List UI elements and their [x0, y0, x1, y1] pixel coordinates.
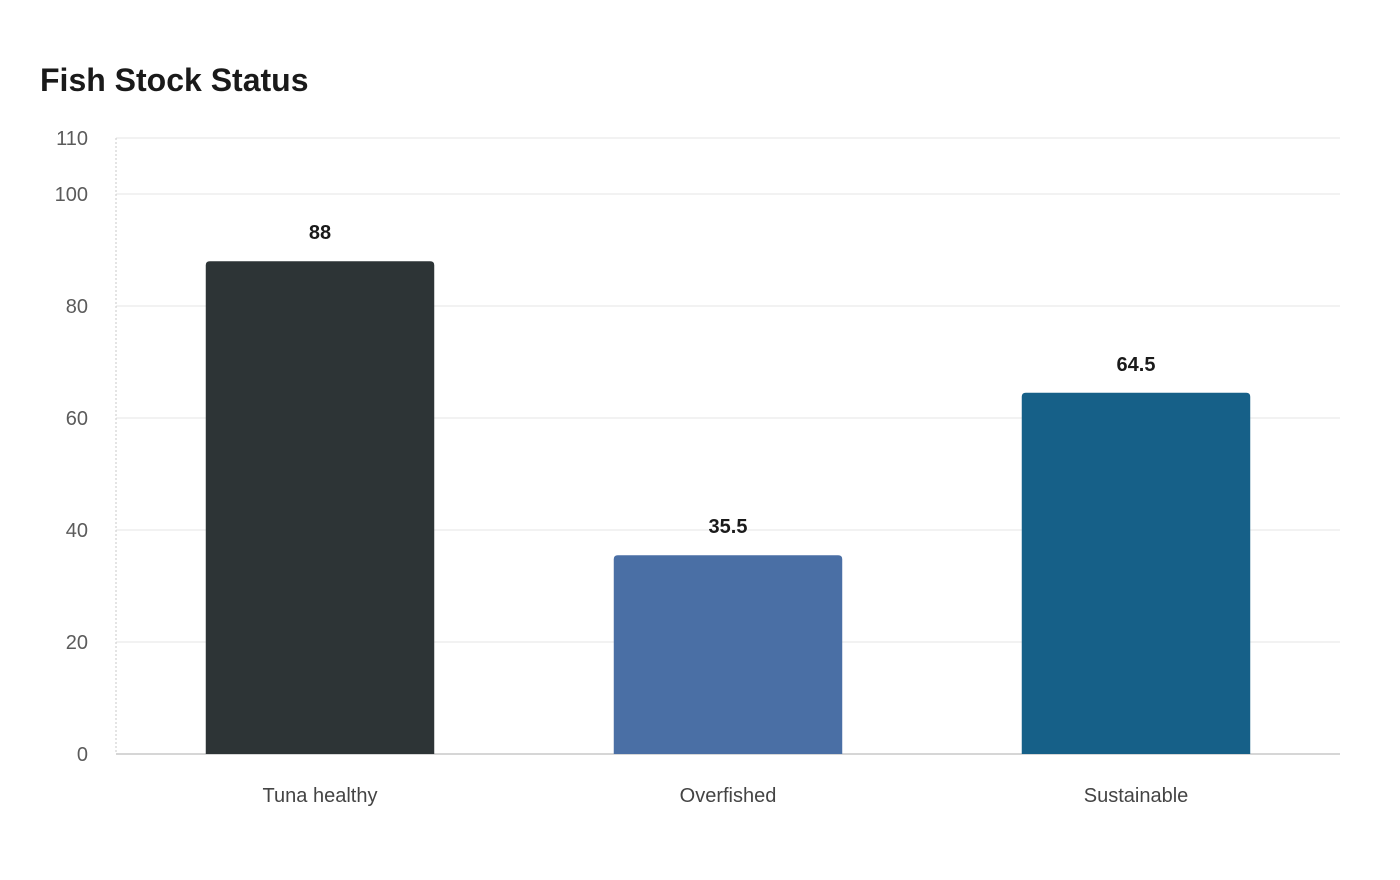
x-category-label: Overfished [680, 785, 777, 807]
y-tick-label: 20 [66, 632, 88, 654]
y-axis-ticks: 0 20 40 60 80 100 110 [55, 128, 88, 766]
bar-tuna-healthy [205, 261, 435, 754]
y-tick-label: 100 [55, 184, 88, 206]
data-labels: 88 35.5 64.5 [309, 222, 1156, 538]
data-label: 88 [309, 222, 331, 244]
bars [205, 261, 1251, 754]
y-tick-label: 110 [56, 128, 88, 150]
data-label: 64.5 [1117, 354, 1156, 376]
chart-title: Fish Stock Status [40, 62, 309, 98]
y-tick-label: 0 [77, 744, 88, 766]
x-axis-categories: Tuna healthy Overfished Sustainable [263, 785, 1189, 807]
data-label: 35.5 [709, 516, 748, 538]
x-category-label: Tuna healthy [263, 785, 378, 807]
y-tick-label: 40 [66, 520, 88, 542]
bar-sustainable [1021, 392, 1251, 754]
bar-overfished [613, 555, 843, 754]
x-category-label: Sustainable [1084, 785, 1189, 807]
y-tick-label: 80 [66, 296, 88, 318]
y-tick-label: 60 [66, 408, 88, 430]
